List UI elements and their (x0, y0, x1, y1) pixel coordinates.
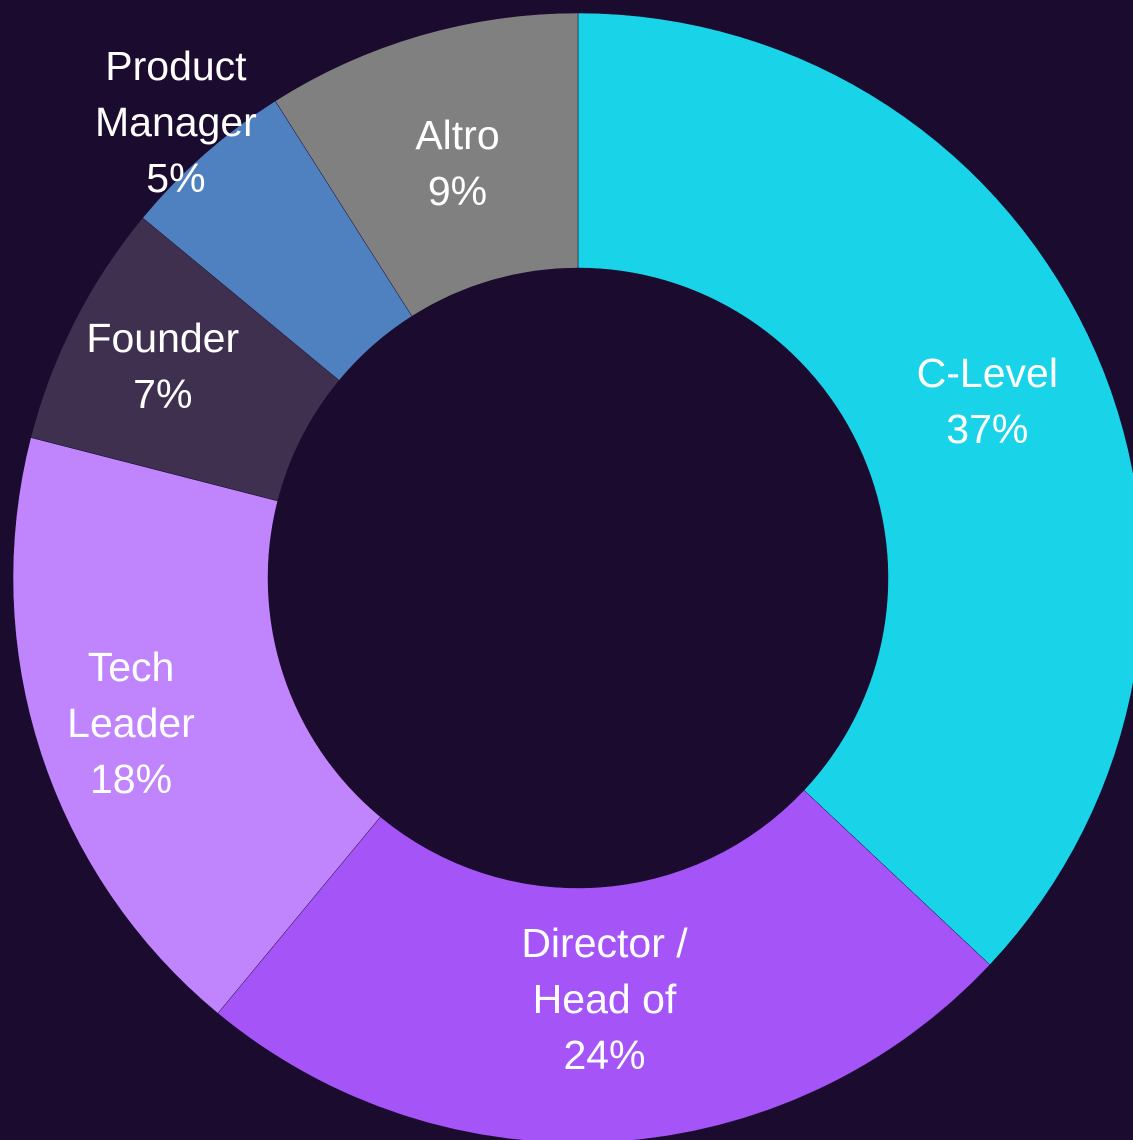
value-label: 37% (946, 405, 1029, 452)
slice-label: Tech Leader 18% (26, 639, 236, 807)
category-label: Director / Head of (521, 920, 688, 1023)
value-label: 18% (89, 756, 173, 803)
slice-label: Altro 9% (352, 107, 562, 219)
category-label: Founder (86, 315, 240, 362)
category-label: Tech Leader (67, 644, 195, 747)
slice (217, 789, 991, 1140)
value-label: 7% (133, 371, 193, 418)
category-label: C-Level (916, 349, 1058, 396)
value-label: 24% (563, 1032, 646, 1079)
slice-label: Product Manager 5% (71, 38, 281, 206)
value-label: 5% (146, 154, 206, 201)
slice-label: Founder 7% (58, 310, 268, 422)
value-label: 9% (427, 168, 488, 215)
slice-label: Director / Head of 24% (499, 915, 709, 1083)
slice (274, 12, 579, 317)
slice (12, 437, 381, 1014)
category-label: Altro (415, 112, 500, 159)
slice (577, 12, 1133, 966)
slice-label: C-Level 37% (882, 345, 1092, 457)
category-label: Product Manager (95, 42, 257, 145)
